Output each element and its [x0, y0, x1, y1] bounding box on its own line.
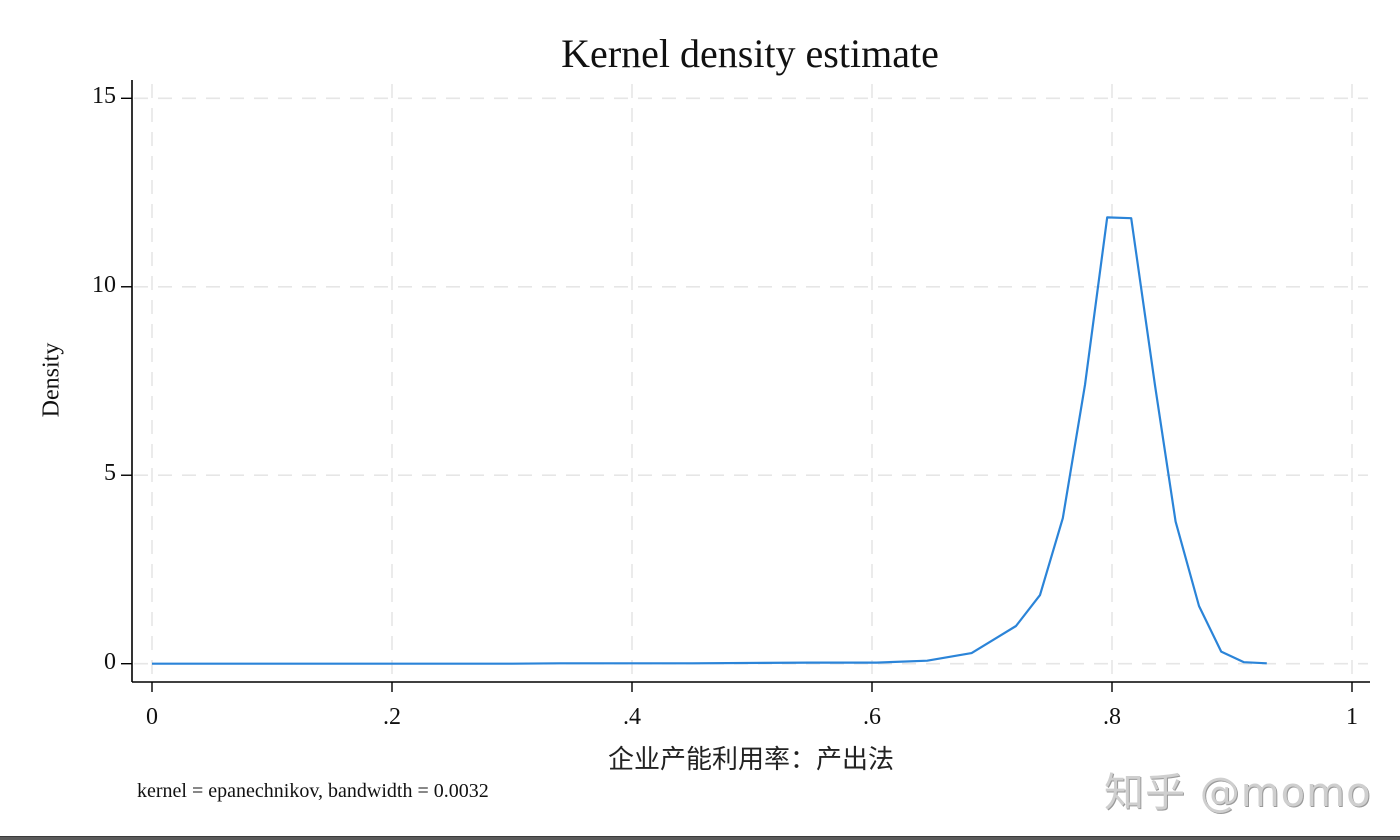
gridlines — [134, 84, 1368, 681]
density-curve — [152, 216, 1267, 665]
x-axis-label: 企业产能利用率：产出法 — [607, 745, 894, 775]
watermark: 知乎 @momo — [1104, 770, 1372, 816]
tick-marks — [121, 97, 1353, 692]
x-tick-label: .6 — [863, 704, 881, 730]
x-tick-label: .8 — [1103, 704, 1121, 730]
axes — [131, 80, 1370, 683]
kernel-note: kernel = epanechnikov, bandwidth = 0.003… — [137, 780, 489, 802]
y-tick-label: 15 — [92, 83, 116, 110]
window-bottom-border — [0, 836, 1400, 840]
x-tick-label: .2 — [383, 704, 401, 730]
y-tick-label: 10 — [92, 271, 116, 298]
y-axis-label: Density — [38, 342, 65, 418]
y-tick-label: 5 — [104, 460, 116, 487]
x-tick-label: .4 — [623, 704, 641, 730]
x-tick-label: 1 — [1346, 704, 1358, 730]
chart-title: Kernel density estimate — [561, 31, 939, 76]
y-tick-label: 0 — [104, 648, 116, 675]
x-tick-label: 0 — [146, 704, 158, 730]
